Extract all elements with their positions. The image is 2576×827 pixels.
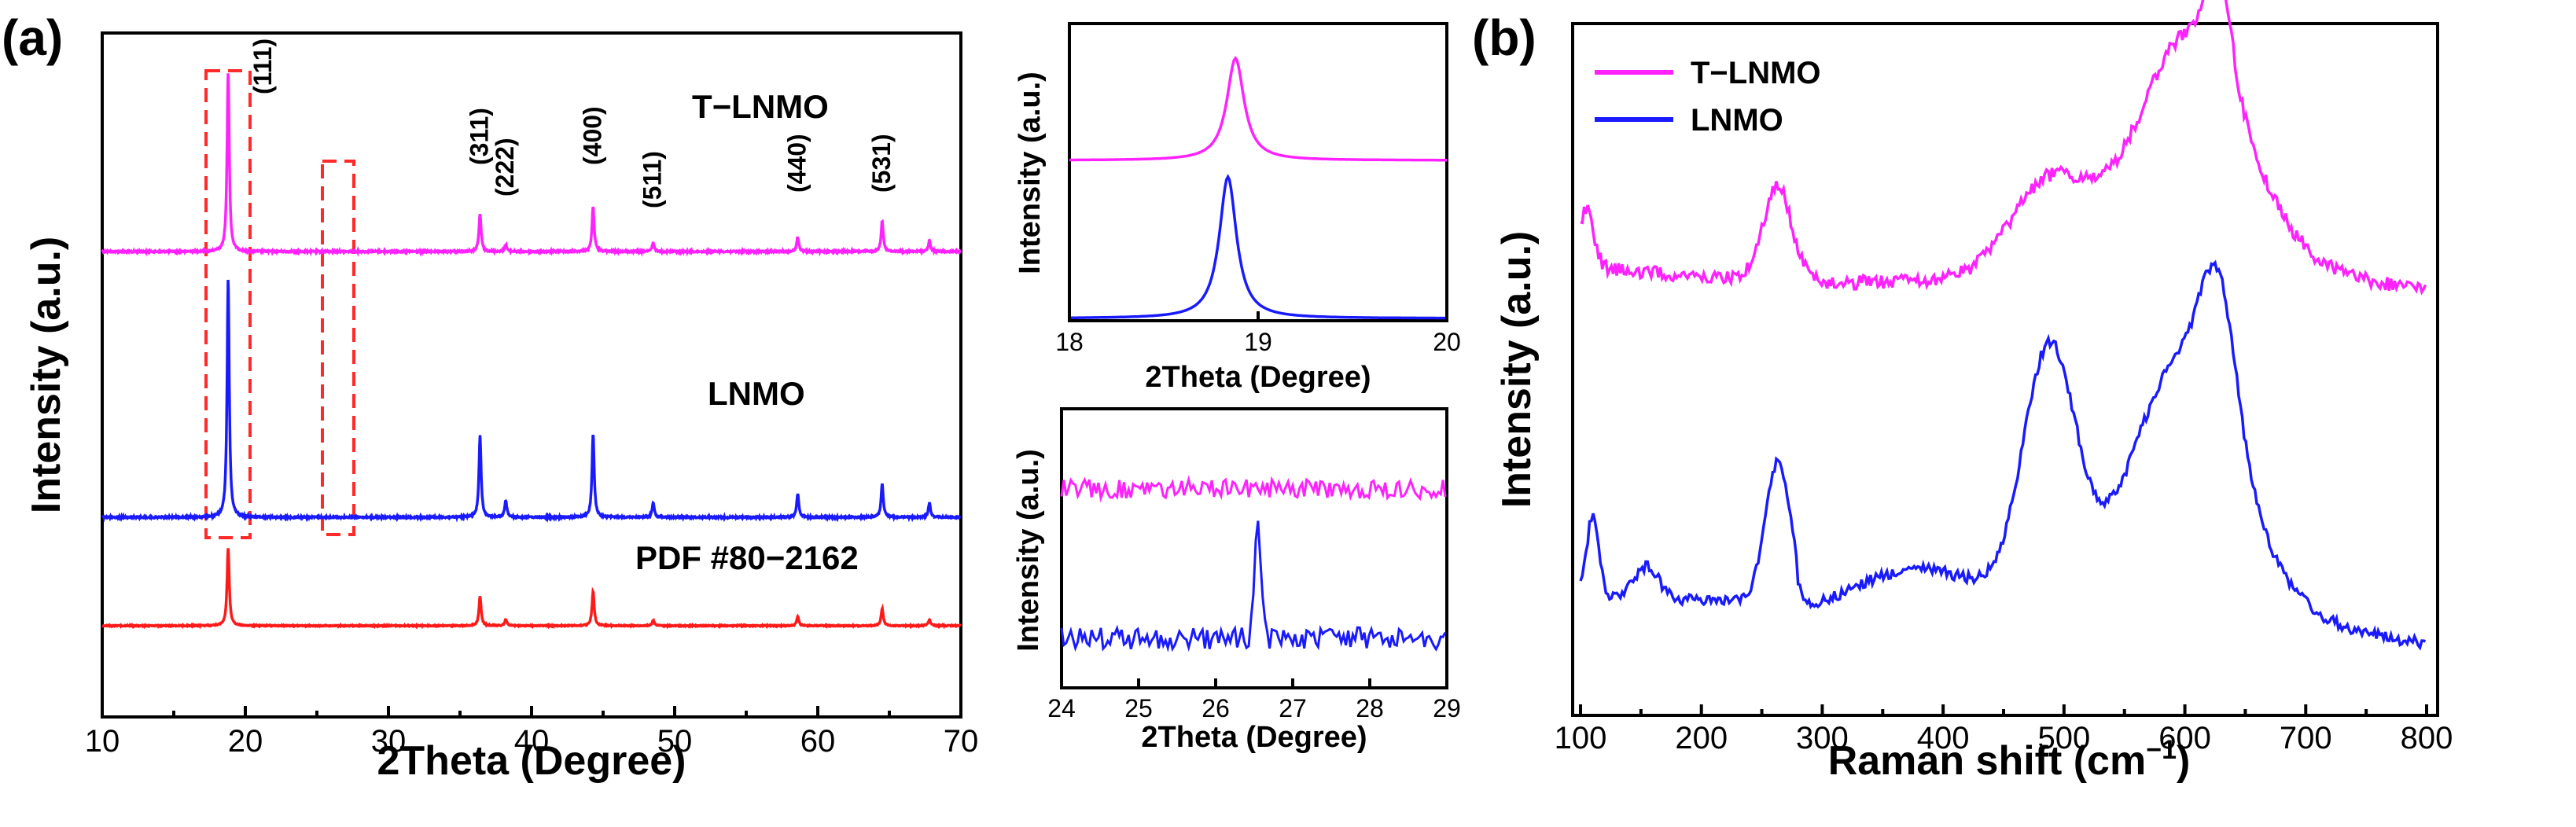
xrd-main-xtick-label: 10 (85, 724, 120, 759)
inset1-line (1069, 174, 1447, 320)
inset2-xtick-label: 29 (1433, 694, 1461, 722)
inset2-xtick-label: 25 (1124, 694, 1153, 722)
xrd-main-xtick-label: 70 (944, 724, 979, 759)
xrd-main-peak-labels: (111) (311)(222) (400) (511) (440) (531) (248, 39, 896, 208)
inset2-frame (1060, 407, 1448, 689)
raman-xlabel-sup: −1 (2146, 735, 2177, 765)
legend-label-lnmo: LNMO (1691, 103, 1783, 138)
peak-label: (111) (248, 39, 277, 94)
peak-label: (531) (867, 134, 896, 193)
xrd-main-ticks: 10 20 30 40 50 60 70 (85, 706, 979, 759)
peak-label: (440) (783, 134, 811, 193)
series-label-lnmo: LNMO (708, 375, 805, 412)
series-label-tlnmo: T−LNMO (692, 88, 829, 125)
highlight-box-26 (321, 160, 355, 536)
xrd-main-series-group (101, 73, 962, 630)
inset2-ticks: 24 25 26 27 28 29 (1047, 678, 1461, 722)
raman-xtick-label: 100 (1555, 721, 1607, 755)
xrd-inset-111: 18 19 20 2Theta (Degree) Intensity (a.u.) (1014, 22, 1461, 394)
raman-xtick-label: 600 (2158, 721, 2211, 755)
series-label-pdf: PDF #80−2162 (635, 539, 859, 576)
xrd-main-ylabel: Intensity (a.u.) (24, 237, 69, 513)
raman-line-lnmo (1579, 259, 2427, 651)
xrd-inset-26: 24 25 26 27 28 29 2Theta (Degree) Intensity (… (1012, 407, 1461, 754)
peak-label: (400) (578, 106, 606, 165)
inset2-line (1060, 475, 1447, 503)
inset2-xlabel: 2Theta (Degree) (1141, 721, 1367, 754)
peak-label: (311) (465, 108, 493, 165)
raman-xtick-label: 800 (2401, 721, 2453, 755)
raman-xtick-label: 300 (1796, 721, 1849, 755)
xrd-line-lnmo (101, 279, 962, 524)
raman-xlabel-suffix: ) (2177, 738, 2190, 784)
xrd-main-xlabel: 2Theta (Degree) (377, 738, 686, 784)
inset1-ylabel: Intensity (a.u.) (1014, 72, 1047, 274)
inset2-xtick-label: 26 (1202, 694, 1230, 722)
peak-label: (222) (491, 138, 519, 197)
inset2-ylabel: Intensity (a.u.) (1012, 449, 1045, 652)
raman-line-t-lnmo (1580, 0, 2427, 296)
xrd-main-xtick-label: 30 (371, 724, 407, 759)
raman-xtick-label: 200 (1675, 721, 1728, 755)
raman-xtick-label: 500 (2037, 721, 2090, 755)
raman-ylabel: Intensity (a.u.) (1494, 231, 1540, 508)
inset1-xtick-label: 18 (1055, 328, 1084, 356)
legend-label-tlnmo: T−LNMO (1691, 56, 1821, 90)
inset2-series-group (1060, 475, 1447, 652)
highlight-box-111 (204, 69, 252, 539)
inset2-line (1060, 520, 1447, 652)
inset1-xtick-label: 20 (1433, 328, 1461, 356)
raman-xlabel: Raman shift (cm−1) (1828, 735, 2191, 784)
panel-label-a: (a) (2, 9, 63, 66)
inset1-ticks: 18 19 20 (1055, 311, 1461, 356)
inset1-line (1069, 55, 1447, 162)
xrd-line-pdf-80-2162 (101, 548, 962, 630)
inset2-xtick-label: 24 (1047, 694, 1076, 722)
inset2-xtick-label: 27 (1279, 694, 1307, 722)
xrd-main-xtick-label: 60 (800, 724, 836, 759)
xrd-main-xtick-label: 20 (228, 724, 263, 759)
raman-series-group (1579, 0, 2427, 651)
inset1-series-group (1069, 55, 1447, 320)
inset1-xtick-label: 19 (1244, 328, 1272, 356)
panel-label-b: (b) (1472, 9, 1536, 66)
raman-ticks: 100 200 300 400 500 600 700 800 (1555, 704, 2453, 755)
raman-chart: 100 200 300 400 500 600 700 800 T−LNMO LNMO Ram… (1494, 0, 2453, 784)
xrd-main-chart: 10 20 30 40 50 60 70 (111) (311)(222) (400) (511)… (24, 31, 979, 784)
inset1-xlabel: 2Theta (Degree) (1145, 361, 1371, 394)
inset1-frame (1068, 22, 1448, 322)
raman-xtick-label: 700 (2280, 721, 2332, 755)
peak-label: (511) (638, 151, 667, 208)
raman-xtick-label: 400 (1917, 721, 1970, 755)
raman-xlabel-main: Raman shift (cm (1828, 738, 2147, 784)
xrd-line-t-lnmo (101, 73, 962, 257)
inset2-xtick-label: 28 (1356, 694, 1384, 722)
xrd-main-xtick-label: 40 (514, 724, 550, 759)
xrd-main-xtick-label: 50 (657, 724, 693, 759)
